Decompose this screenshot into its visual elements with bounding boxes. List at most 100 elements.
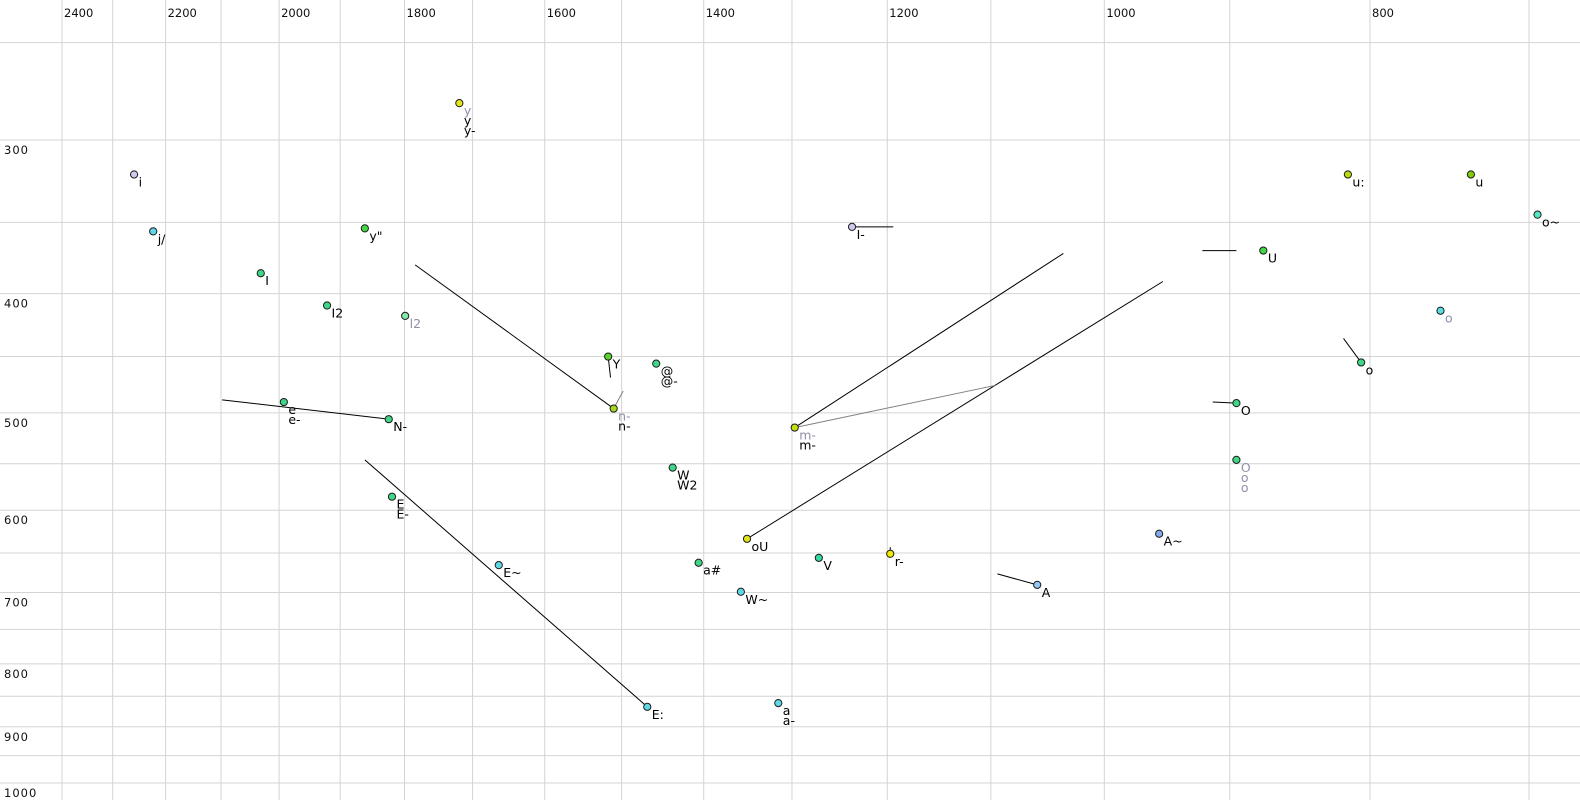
y-tick-1000: 1000	[4, 786, 37, 800]
y-tick-600: 600	[4, 513, 29, 527]
data-point-A	[1155, 529, 1164, 538]
point-label-n-1: n-	[618, 419, 630, 434]
point-label-a: a	[783, 703, 791, 718]
point-label-N: N-	[393, 419, 407, 434]
connector-line-5	[746, 281, 1164, 540]
data-point-y	[360, 224, 369, 233]
point-label-u: u:	[1352, 174, 1364, 189]
data-point-y	[455, 99, 464, 108]
point-label-E-1: E-	[397, 507, 409, 522]
point-label-W: W~	[745, 592, 768, 607]
point-label-oU: oU	[752, 539, 769, 554]
data-point-I2	[322, 301, 332, 310]
y-tick-300: 300	[4, 143, 29, 157]
point-label-I2: I2	[332, 306, 344, 321]
data-point-l2	[401, 311, 410, 320]
x-tick-2200: 2200	[168, 6, 197, 20]
point-label-I: I-	[857, 227, 865, 242]
data-point-u	[1466, 170, 1476, 179]
x-tick-2000: 2000	[281, 6, 310, 20]
data-point-pt	[652, 359, 661, 368]
y-tick-700: 700	[4, 596, 29, 610]
point-label-n: n-	[618, 409, 630, 424]
point-label-E: E~	[503, 565, 521, 580]
data-point-W	[668, 463, 677, 472]
data-point-E	[387, 492, 397, 501]
y-tick-800: 800	[4, 667, 29, 681]
data-point-A	[1033, 580, 1042, 589]
point-label-pt-1: @-	[661, 374, 678, 389]
x-tick-1800: 1800	[407, 6, 436, 20]
point-label-O: O	[1241, 403, 1251, 418]
point-label-i: i	[139, 174, 142, 189]
data-point-O	[1232, 455, 1241, 464]
point-label-V: V	[823, 558, 832, 573]
data-point-U	[1259, 246, 1268, 255]
point-label-m: m-	[799, 428, 816, 443]
point-label-j: j/	[157, 231, 166, 246]
point-label-A: A~	[1164, 534, 1183, 549]
point-label-y: y	[464, 103, 472, 118]
connector-line-2	[222, 399, 389, 420]
point-label-O: O	[1241, 460, 1251, 475]
point-label-A: A	[1042, 585, 1051, 600]
point-label-U: U	[1268, 251, 1277, 266]
point-label-O-2: o	[1241, 480, 1249, 495]
y-tick-900: 900	[4, 730, 29, 744]
point-label-u: u	[1475, 174, 1483, 189]
data-point-I	[256, 269, 265, 278]
connector-line-1	[414, 264, 614, 409]
point-label-E: E:	[652, 707, 664, 722]
x-tick-1000: 1000	[1106, 6, 1135, 20]
x-tick-2400: 2400	[64, 6, 93, 20]
data-point-o	[1436, 306, 1445, 315]
point-label-a: a#	[703, 563, 721, 578]
data-point-n	[609, 404, 618, 413]
point-label-e-1: e-	[288, 412, 300, 427]
connector-line-11	[1343, 338, 1362, 363]
connector-line-4	[794, 253, 1064, 429]
data-point-W	[736, 587, 745, 596]
x-tick-1400: 1400	[706, 6, 735, 20]
connector-line-12	[997, 573, 1038, 586]
point-label-W-1: W2	[677, 478, 697, 493]
point-label-E: E	[397, 497, 405, 512]
point-label-y-1: y	[464, 113, 472, 128]
data-point-I	[847, 222, 857, 231]
data-point-Y	[604, 352, 613, 361]
connector-line-3	[364, 459, 648, 708]
connector-line-6	[794, 384, 996, 429]
x-tick-1200: 1200	[889, 6, 918, 20]
data-point-oU	[742, 534, 752, 543]
data-point-m	[790, 423, 799, 432]
point-label-e: e	[288, 402, 296, 417]
point-label-r: r-	[895, 554, 904, 569]
point-label-a-1: a-	[783, 713, 795, 728]
data-point-o	[1357, 358, 1366, 367]
point-label-y: y"	[369, 228, 382, 243]
data-point-E	[643, 702, 652, 711]
data-point-e	[279, 397, 288, 407]
data-point-a	[694, 558, 703, 567]
data-point-r	[886, 549, 895, 558]
x-tick-1600: 1600	[547, 6, 576, 20]
y-tick-500: 500	[4, 416, 29, 430]
point-label-y-2: y-	[464, 123, 476, 138]
data-point-j	[149, 227, 158, 236]
data-point-E	[494, 561, 503, 570]
point-label-o: o~	[1542, 215, 1560, 230]
point-label-l2: l2	[410, 316, 421, 331]
point-label-m-1: m-	[799, 438, 816, 453]
point-label-O-1: o	[1241, 470, 1249, 485]
point-label-W: W	[677, 468, 689, 483]
y-tick-400: 400	[4, 297, 29, 311]
point-label-o: o	[1366, 362, 1374, 377]
x-tick-800: 800	[1372, 6, 1394, 20]
data-point-O	[1232, 399, 1241, 408]
point-label-o: o	[1445, 311, 1453, 326]
data-point-o	[1533, 210, 1542, 219]
point-label-pt: @	[661, 364, 674, 379]
